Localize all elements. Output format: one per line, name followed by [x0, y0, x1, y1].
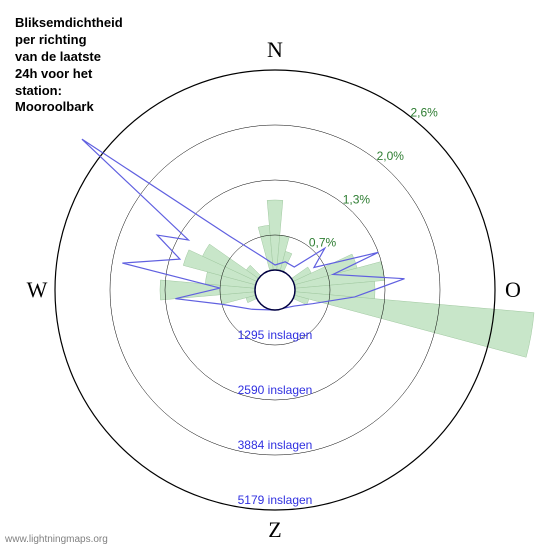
pct-label: 2,6% [410, 106, 438, 120]
inslagen-label: 3884 inslagen [238, 438, 313, 452]
cardinal-e: O [505, 277, 521, 302]
chart-title: Bliksemdichtheid per richting van de laa… [15, 15, 123, 116]
title-line: per richting [15, 32, 87, 47]
credit-text: www.lightningmaps.org [5, 534, 108, 545]
pct-label: 1,3% [343, 192, 371, 206]
title-line: van de laatste [15, 49, 101, 64]
pct-label: 0,7% [309, 236, 337, 250]
inslagen-label: 2590 inslagen [238, 383, 313, 397]
title-line: station: [15, 83, 62, 98]
pct-label: 2,0% [377, 149, 405, 163]
title-line: Bliksemdichtheid [15, 15, 123, 30]
inslagen-label: 1295 inslagen [238, 328, 313, 342]
cardinal-s: Z [268, 517, 281, 542]
inslagen-label: 5179 inslagen [238, 493, 313, 507]
chart-container: Bliksemdichtheid per richting van de laa… [0, 0, 550, 550]
cardinal-w: W [27, 277, 48, 302]
center-circle [255, 270, 295, 310]
title-line: Mooroolbark [15, 99, 94, 114]
title-line: 24h voor het [15, 66, 92, 81]
cardinal-n: N [267, 37, 283, 62]
